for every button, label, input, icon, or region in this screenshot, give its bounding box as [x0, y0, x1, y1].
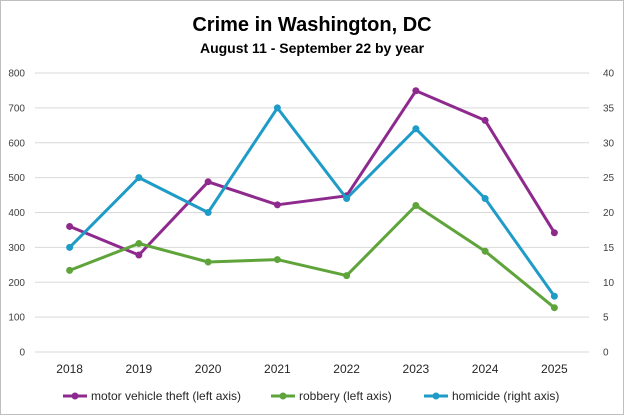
left-tick-label: 500 — [8, 173, 25, 184]
data-point-robbery — [343, 272, 351, 280]
x-tick-label: 2018 — [56, 362, 83, 376]
right-tick-label: 15 — [603, 243, 615, 254]
left-tick-label: 400 — [8, 208, 25, 219]
x-axis-ticks: 2018 2019 2020 2021 2022 2023 2024 2025 — [56, 362, 568, 376]
series-line-robbery — [68, 204, 556, 310]
legend-label-homicide: homicide (right axis) — [452, 389, 559, 403]
data-point-robbery — [550, 304, 558, 312]
data-point-motor-vehicle-theft — [550, 229, 558, 237]
left-tick-label: 600 — [8, 138, 25, 149]
left-tick-label: 700 — [8, 103, 25, 114]
legend-label-robbery: robbery (left axis) — [299, 389, 392, 403]
x-tick-label: 2024 — [472, 362, 499, 376]
right-tick-label: 0 — [603, 348, 609, 359]
chart-subtitle: August 11 - September 22 by year — [200, 40, 425, 56]
legend-label-motor-vehicle-theft: motor vehicle theft (left axis) — [91, 389, 241, 403]
data-point-homicide — [204, 209, 212, 216]
data-point-motor-vehicle-theft — [481, 116, 489, 124]
x-tick-label: 2025 — [541, 362, 568, 376]
right-tick-label: 30 — [603, 138, 615, 149]
data-point-motor-vehicle-theft — [273, 201, 281, 209]
right-tick-label: 25 — [603, 173, 615, 184]
data-point-robbery — [135, 240, 143, 248]
right-tick-label: 10 — [603, 278, 615, 289]
left-tick-label: 200 — [8, 278, 25, 289]
series-lines — [66, 87, 558, 312]
data-point-robbery — [412, 202, 420, 210]
data-point-homicide — [135, 174, 143, 182]
legend-marker-robbery — [279, 392, 287, 400]
x-tick-label: 2023 — [403, 362, 430, 376]
data-point-homicide — [412, 125, 420, 133]
data-point-homicide — [481, 195, 489, 203]
legend-item-robbery: robbery (left axis) — [271, 389, 392, 403]
legend-marker-motor-vehicle-theft — [71, 392, 79, 400]
gridlines — [35, 72, 589, 353]
data-point-homicide — [66, 243, 74, 251]
data-point-robbery — [481, 247, 489, 255]
data-point-motor-vehicle-theft — [66, 222, 74, 230]
data-point-homicide — [343, 195, 351, 203]
right-tick-label: 20 — [603, 208, 615, 219]
legend: motor vehicle theft (left axis) robbery … — [63, 389, 559, 403]
legend-item-homicide: homicide (right axis) — [424, 389, 559, 403]
data-point-motor-vehicle-theft — [135, 251, 143, 259]
data-point-motor-vehicle-theft — [204, 178, 212, 186]
left-tick-label: 100 — [8, 313, 25, 324]
right-tick-label: 5 — [603, 313, 609, 324]
data-point-robbery — [66, 266, 74, 274]
data-point-homicide — [273, 104, 281, 112]
right-axis-ticks: 0 5 10 15 20 25 30 35 40 — [603, 69, 615, 359]
left-tick-label: 300 — [8, 243, 25, 254]
data-point-homicide — [550, 292, 558, 300]
x-tick-label: 2022 — [333, 362, 360, 376]
legend-item-motor-vehicle-theft: motor vehicle theft (left axis) — [63, 389, 241, 403]
data-point-motor-vehicle-theft — [412, 87, 420, 95]
legend-marker-homicide — [432, 392, 440, 400]
series-line-homicide — [68, 106, 556, 298]
right-tick-label: 40 — [603, 69, 615, 80]
series-line-motor-vehicle-theft — [68, 89, 556, 257]
left-axis-ticks: 0 100 200 300 400 500 600 700 800 — [8, 69, 25, 359]
chart-title: Crime in Washington, DC — [192, 14, 431, 36]
x-tick-label: 2020 — [195, 362, 222, 376]
data-point-robbery — [273, 256, 281, 264]
left-tick-label: 800 — [8, 69, 25, 80]
data-point-robbery — [204, 258, 212, 266]
right-tick-label: 35 — [603, 103, 615, 114]
left-tick-label: 0 — [19, 348, 25, 359]
x-tick-label: 2019 — [126, 362, 153, 376]
x-tick-label: 2021 — [264, 362, 291, 376]
